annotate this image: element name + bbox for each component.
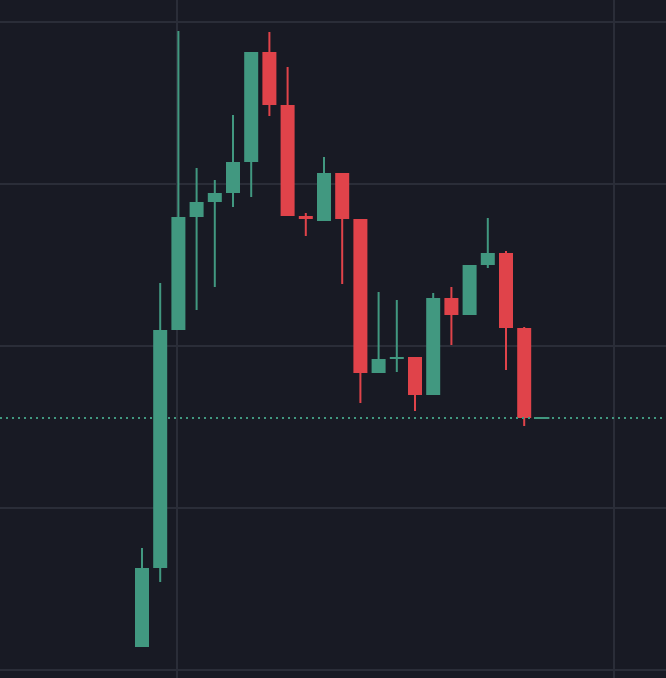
candle-body [444,298,459,315]
candle-body [207,193,222,202]
candle-body [499,253,513,328]
candle-body [353,219,368,373]
candle-body [298,216,313,219]
candle-body [262,52,277,105]
candle-body [244,52,259,162]
candle-body [517,328,532,418]
candle-body [335,173,350,219]
candle-body [280,105,295,216]
candle-body [226,162,240,193]
candle-body [153,330,168,568]
candle-body [480,253,495,265]
candle-body [189,202,204,217]
candle-body [535,417,550,419]
candle-body [171,217,186,330]
candle-body [426,298,441,395]
candle-body [371,359,386,373]
candle-body [135,568,149,647]
candle-body [408,357,422,395]
candle-body [462,265,477,315]
candle-body [389,357,404,359]
candle-body [317,173,331,221]
